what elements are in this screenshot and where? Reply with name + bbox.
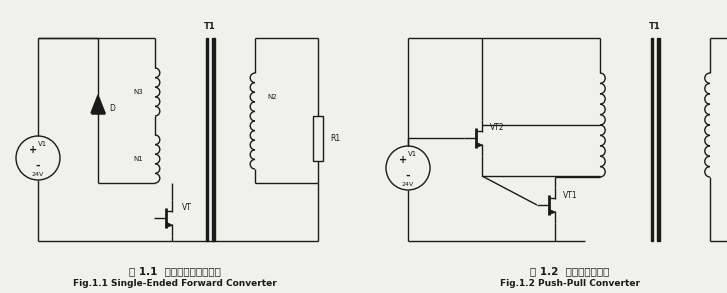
Text: -: - <box>36 161 40 171</box>
Polygon shape <box>476 142 482 148</box>
Bar <box>657 38 659 241</box>
Bar <box>206 38 208 241</box>
Text: D: D <box>109 103 115 113</box>
Text: V1: V1 <box>409 151 417 157</box>
Text: +: + <box>399 155 407 165</box>
Bar <box>212 38 214 241</box>
Text: Fig.1.2 Push-Pull Converter: Fig.1.2 Push-Pull Converter <box>500 279 640 287</box>
Bar <box>651 38 653 241</box>
Polygon shape <box>166 222 172 228</box>
Text: -: - <box>406 171 410 181</box>
Text: Fig.1.1 Single-Ended Forward Converter: Fig.1.1 Single-Ended Forward Converter <box>73 279 277 287</box>
Text: 图 1.2  推挽式变换电路: 图 1.2 推挽式变换电路 <box>530 266 610 276</box>
Text: 图 1.1  单端正激式变换电路: 图 1.1 单端正激式变换电路 <box>129 266 221 276</box>
Text: +: + <box>29 145 37 155</box>
Text: VT: VT <box>182 204 192 212</box>
Text: VT2: VT2 <box>490 124 505 132</box>
Polygon shape <box>91 95 105 113</box>
Text: N2: N2 <box>267 94 277 100</box>
Text: N1: N1 <box>133 156 143 162</box>
Text: VT1: VT1 <box>563 190 577 200</box>
Text: 24V: 24V <box>402 183 414 188</box>
Text: R1: R1 <box>330 134 340 142</box>
Polygon shape <box>549 209 555 215</box>
Text: V1: V1 <box>39 141 48 147</box>
Text: T1: T1 <box>649 21 661 30</box>
Bar <box>313 115 323 161</box>
Text: 24V: 24V <box>32 173 44 178</box>
Text: N3: N3 <box>133 89 143 95</box>
Text: T1: T1 <box>204 21 216 30</box>
